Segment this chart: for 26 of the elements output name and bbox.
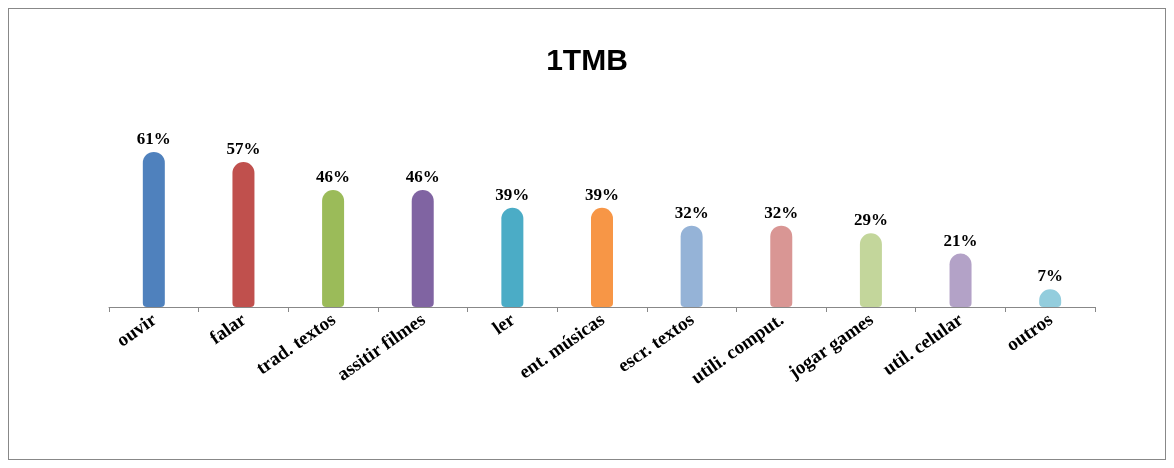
data-label: 32% (764, 202, 799, 222)
chart-title: 1TMB (546, 42, 628, 76)
bar (322, 190, 345, 307)
data-label: 32% (674, 202, 709, 222)
bar (591, 207, 613, 307)
data-label: 46% (405, 167, 440, 187)
bar (232, 162, 255, 307)
data-label: 7% (1037, 266, 1063, 286)
bar (411, 190, 434, 307)
data-label: 61% (136, 128, 171, 148)
data-label: 46% (316, 167, 351, 187)
bar (949, 253, 972, 307)
data-label: 29% (853, 210, 888, 230)
x-tick-label: trad. textos (251, 308, 340, 379)
bar (142, 151, 165, 307)
data-label: 57% (226, 139, 261, 159)
data-label: 39% (495, 184, 530, 204)
bar (770, 225, 793, 307)
x-tick-label: falar (205, 308, 250, 349)
bar (501, 207, 524, 307)
bar (680, 225, 703, 307)
data-label: 39% (585, 184, 619, 204)
x-tick-label: ler (488, 308, 519, 339)
bar (859, 233, 882, 307)
data-label: 21% (943, 230, 978, 250)
x-tick-label: ouvir (112, 308, 161, 351)
